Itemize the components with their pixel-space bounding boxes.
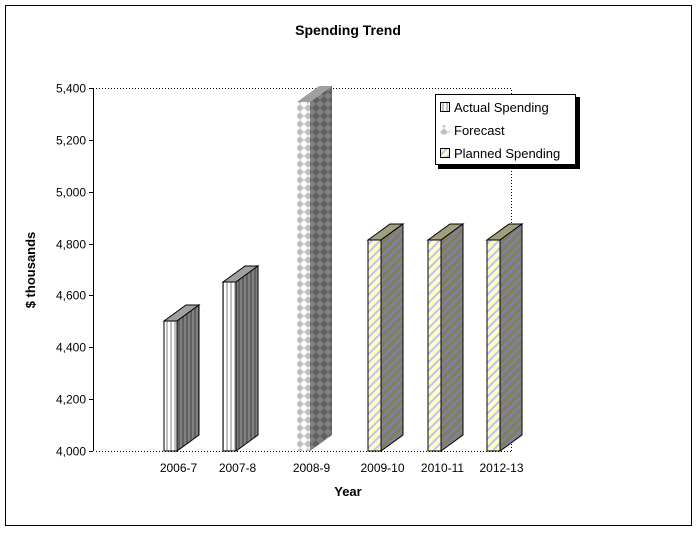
x-axis-title: Year <box>334 484 361 499</box>
bar-front <box>297 102 310 451</box>
y-tick-label: 5,000 <box>56 186 86 200</box>
x-tick-label: 2010-11 <box>421 461 464 475</box>
y-tick-label: 4,000 <box>56 445 86 459</box>
x-tick-label: 2007-8 <box>219 461 257 475</box>
y-tick-label: 4,200 <box>56 393 86 407</box>
legend-item: Planned Spending <box>440 146 560 161</box>
bar-side <box>310 86 332 451</box>
bar-2007-8 <box>221 265 260 452</box>
bar-2012-13 <box>485 223 524 452</box>
bar-side <box>499 223 523 452</box>
bar-2009-10 <box>366 223 405 452</box>
legend-swatch <box>440 148 450 158</box>
legend: Actual Spending Forecast Planned Spending <box>435 94 580 169</box>
y-axis-title: $ thousands <box>23 232 38 309</box>
bar-2008-9 <box>297 86 332 451</box>
bar-top <box>297 86 332 102</box>
chart-border <box>5 5 692 526</box>
bar-front <box>367 239 382 452</box>
x-tick-label: 2009-10 <box>360 461 404 475</box>
legend-label: Actual Spending <box>454 100 549 115</box>
y-tick-label: 4,600 <box>56 289 86 303</box>
legend-item: Actual Spending <box>440 100 549 115</box>
legend-swatch <box>440 125 450 135</box>
bar-front <box>427 239 442 452</box>
y-tick-label: 5,200 <box>56 134 86 148</box>
bar-2010-11 <box>426 223 465 452</box>
bar-front <box>163 320 178 452</box>
bar-side <box>380 223 404 452</box>
bar-front <box>486 239 501 452</box>
legend-swatch <box>440 102 450 112</box>
bar-side <box>440 223 464 452</box>
bar-side <box>176 304 200 452</box>
y-tick-label: 4,800 <box>56 238 86 252</box>
y-tick-label: 4,400 <box>56 341 86 355</box>
bar-2006-7 <box>162 304 201 452</box>
y-tick-label: 5,400 <box>56 82 86 96</box>
bar-side <box>235 265 259 452</box>
x-tick-label: 2012-13 <box>479 461 523 475</box>
x-tick-label: 2006-7 <box>160 461 198 475</box>
legend-label: Forecast <box>454 123 505 138</box>
bar-front <box>222 281 237 452</box>
legend-item: Forecast <box>440 123 505 138</box>
chart-title: Spending Trend <box>295 22 401 38</box>
legend-label: Planned Spending <box>454 146 560 161</box>
x-tick-label: 2008-9 <box>293 461 331 475</box>
